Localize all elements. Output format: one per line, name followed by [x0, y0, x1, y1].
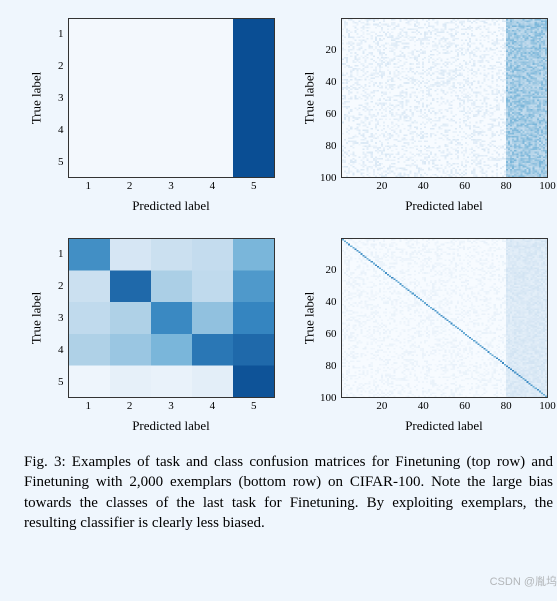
ylabel: True label: [30, 238, 44, 398]
panel-top-left: True label 12345 12345 Predicted label: [20, 10, 285, 220]
yticks-tl: 12345: [46, 18, 66, 178]
heatmap-tr: [341, 18, 548, 178]
panel-bottom-right: True label 20406080100 20406080100 Predi…: [293, 230, 557, 440]
panel-top-right: True label 20406080100 20406080100 Predi…: [293, 10, 557, 220]
yticks-tr: 20406080100: [319, 18, 339, 178]
xlabel: Predicted label: [341, 198, 548, 214]
panel-bottom-left: True label 12345 12345 Predicted label: [20, 230, 285, 440]
xticks-br: 20406080100: [341, 400, 548, 414]
xlabel: Predicted label: [68, 198, 275, 214]
xlabel: Predicted label: [68, 418, 275, 434]
xticks-tl: 12345: [68, 180, 275, 194]
heatmap-br: [341, 238, 548, 398]
confusion-matrix-grid: True label 12345 12345 Predicted label T…: [10, 10, 557, 440]
xticks-tr: 20406080100: [341, 180, 548, 194]
heatmap-bl: [68, 238, 275, 398]
ylabel: True label: [303, 238, 317, 398]
ylabel: True label: [303, 18, 317, 178]
xlabel: Predicted label: [341, 418, 548, 434]
ylabel: True label: [30, 18, 44, 178]
yticks-bl: 12345: [46, 238, 66, 398]
figure-caption: Fig. 3: Examples of task and class confu…: [24, 452, 553, 533]
watermark: CSDN @胤坞: [490, 573, 557, 589]
yticks-br: 20406080100: [319, 238, 339, 398]
heatmap-tl: [68, 18, 275, 178]
xticks-bl: 12345: [68, 400, 275, 414]
